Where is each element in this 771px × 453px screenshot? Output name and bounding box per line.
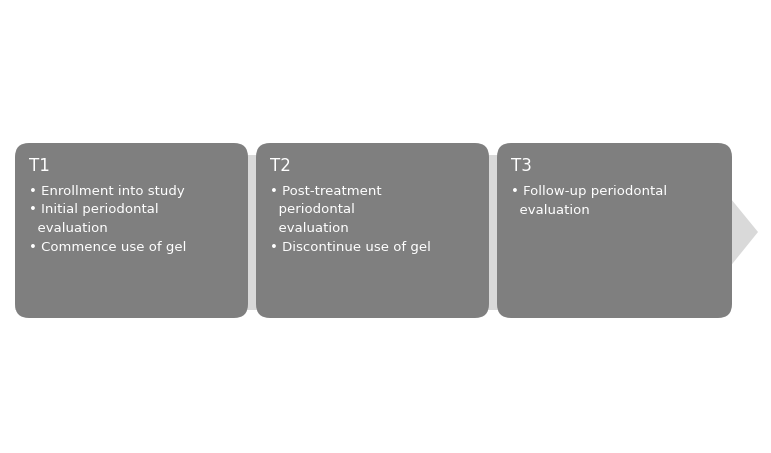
- FancyBboxPatch shape: [497, 143, 732, 318]
- Text: • Follow-up periodontal
  evaluation: • Follow-up periodontal evaluation: [511, 185, 667, 217]
- FancyBboxPatch shape: [256, 143, 489, 318]
- Text: T3: T3: [511, 157, 532, 175]
- Text: T1: T1: [29, 157, 50, 175]
- Polygon shape: [15, 155, 758, 310]
- FancyBboxPatch shape: [15, 143, 248, 318]
- Text: • Enrollment into study
• Initial periodontal
  evaluation
• Commence use of gel: • Enrollment into study • Initial period…: [29, 185, 187, 254]
- Text: • Post-treatment
  periodontal
  evaluation
• Discontinue use of gel: • Post-treatment periodontal evaluation …: [270, 185, 431, 254]
- Text: T2: T2: [270, 157, 291, 175]
